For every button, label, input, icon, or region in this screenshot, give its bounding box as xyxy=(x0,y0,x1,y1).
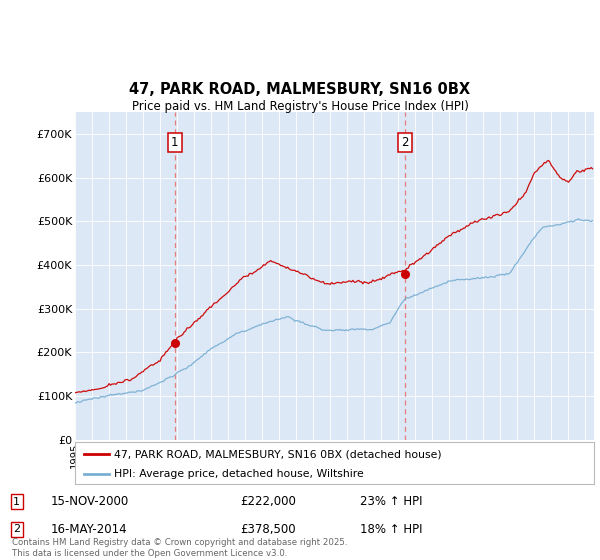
Text: 23% ↑ HPI: 23% ↑ HPI xyxy=(360,495,422,508)
Text: 15-NOV-2000: 15-NOV-2000 xyxy=(51,495,129,508)
Text: Price paid vs. HM Land Registry's House Price Index (HPI): Price paid vs. HM Land Registry's House … xyxy=(131,100,469,113)
Text: £378,500: £378,500 xyxy=(240,523,296,536)
Text: 1: 1 xyxy=(13,497,20,507)
Text: Contains HM Land Registry data © Crown copyright and database right 2025.
This d: Contains HM Land Registry data © Crown c… xyxy=(12,538,347,558)
Text: 2: 2 xyxy=(13,524,20,534)
Text: 18% ↑ HPI: 18% ↑ HPI xyxy=(360,523,422,536)
Text: £222,000: £222,000 xyxy=(240,495,296,508)
Text: 2: 2 xyxy=(401,136,409,149)
Text: 16-MAY-2014: 16-MAY-2014 xyxy=(51,523,128,536)
Text: 1: 1 xyxy=(171,136,179,149)
Text: HPI: Average price, detached house, Wiltshire: HPI: Average price, detached house, Wilt… xyxy=(114,469,364,479)
Text: 47, PARK ROAD, MALMESBURY, SN16 0BX (detached house): 47, PARK ROAD, MALMESBURY, SN16 0BX (det… xyxy=(114,449,442,459)
Text: 47, PARK ROAD, MALMESBURY, SN16 0BX: 47, PARK ROAD, MALMESBURY, SN16 0BX xyxy=(130,82,470,97)
